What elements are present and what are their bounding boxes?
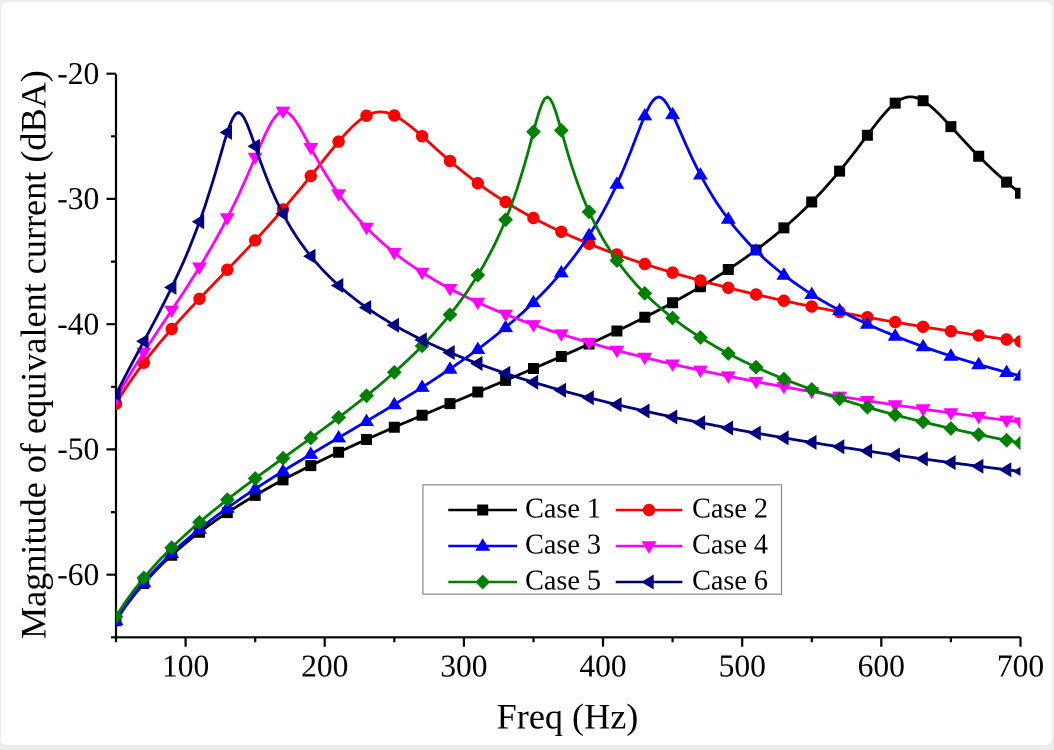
svg-text:-20: -20 xyxy=(57,56,99,91)
svg-text:Case 5: Case 5 xyxy=(525,566,601,597)
svg-text:500: 500 xyxy=(719,649,766,684)
svg-text:-50: -50 xyxy=(57,432,99,467)
svg-text:300: 300 xyxy=(440,649,487,684)
svg-text:400: 400 xyxy=(579,649,626,684)
svg-text:100: 100 xyxy=(162,649,209,684)
svg-text:Freq (Hz): Freq (Hz) xyxy=(497,697,639,737)
svg-text:Case 2: Case 2 xyxy=(692,494,768,525)
svg-text:Magnitude of equivalent curren: Magnitude of equivalent current (dBA) xyxy=(14,70,54,639)
svg-text:700: 700 xyxy=(997,649,1044,684)
svg-text:600: 600 xyxy=(858,649,905,684)
svg-text:Case 4: Case 4 xyxy=(692,530,768,561)
svg-text:Case 3: Case 3 xyxy=(525,530,601,561)
svg-text:-40: -40 xyxy=(57,306,99,341)
svg-text:-60: -60 xyxy=(57,557,99,592)
svg-text:200: 200 xyxy=(301,649,348,684)
svg-text:-30: -30 xyxy=(57,181,99,216)
svg-text:Case 6: Case 6 xyxy=(692,566,768,597)
svg-text:Case 1: Case 1 xyxy=(525,494,601,525)
